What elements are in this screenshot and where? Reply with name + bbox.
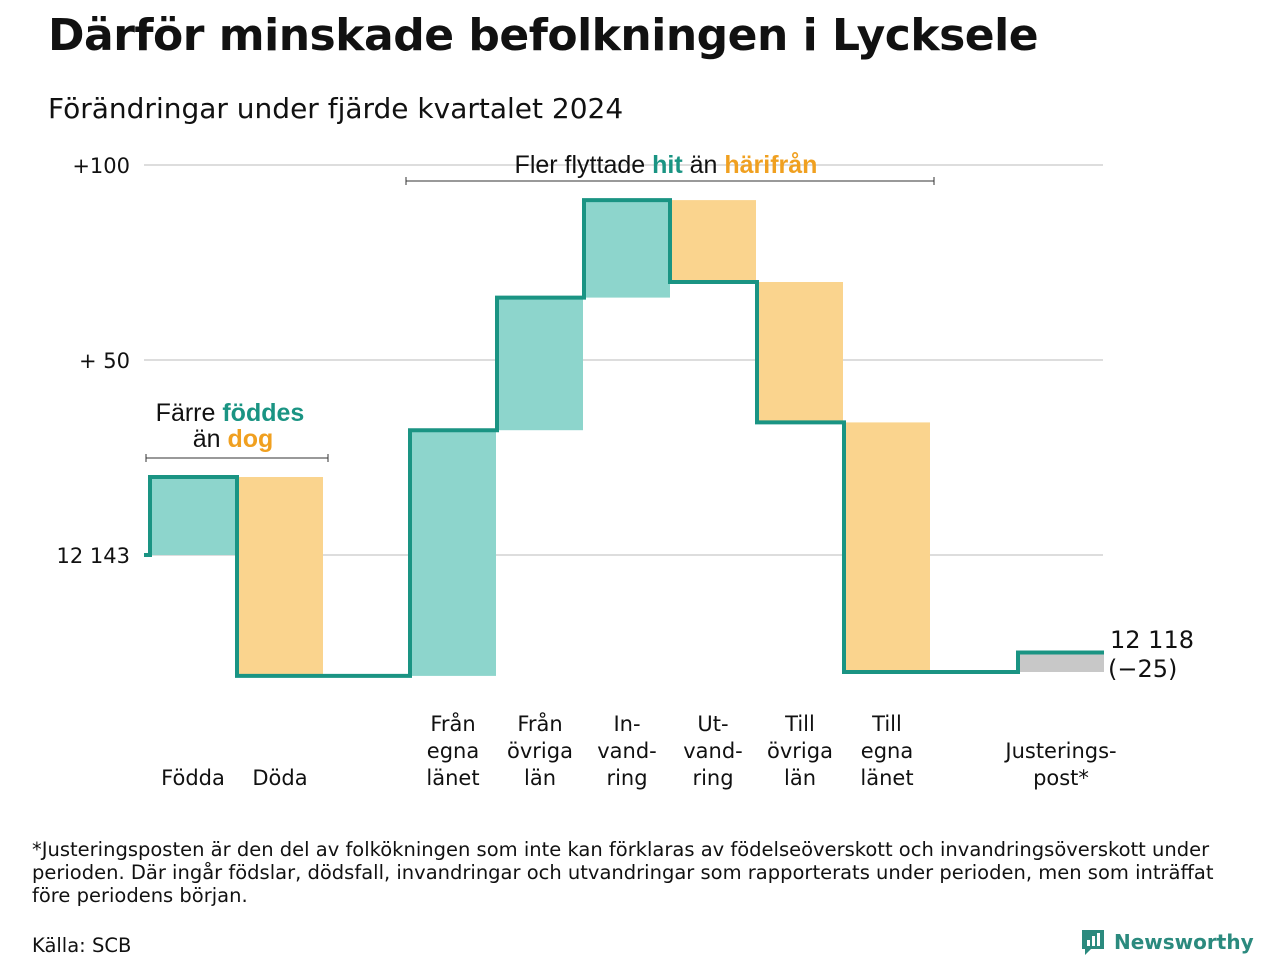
bar-5 bbox=[670, 200, 756, 282]
y-tick-label-0: +100 bbox=[72, 154, 130, 178]
cumulative-step-line bbox=[144, 198, 1104, 678]
annotations: Färre föddes än dog Fler flyttade hit än… bbox=[145, 151, 935, 462]
moves-annotation-harifran: härifrån bbox=[724, 151, 817, 179]
category-label-7: Till egna länet bbox=[860, 712, 913, 790]
deaths-annotation-highlight: dog bbox=[227, 425, 273, 453]
end-value-label: 12 118 bbox=[1110, 626, 1194, 654]
bar-8 bbox=[1018, 652, 1104, 672]
births-annotation-highlight: föddes bbox=[222, 399, 304, 427]
bar-3 bbox=[497, 297, 583, 431]
footnote: *Justeringsposten är den del av folkökni… bbox=[32, 838, 1214, 907]
births-annotation-line1: Färre föddes bbox=[156, 399, 305, 427]
births-annotation-line2: än dog bbox=[193, 425, 274, 453]
end-label: 12 118 (−25) bbox=[1108, 626, 1194, 683]
moves-annotation: Fler flyttade hit än härifrån bbox=[515, 151, 818, 179]
y-tick-label-1: + 50 bbox=[79, 349, 130, 373]
cumulative-line bbox=[144, 198, 1104, 678]
brand: Newsworthy bbox=[1080, 928, 1254, 956]
bar-0 bbox=[150, 477, 236, 555]
category-label-2: Från egna länet bbox=[426, 711, 479, 790]
bar-2 bbox=[410, 430, 496, 676]
category-label-8: Justerings-post* bbox=[1003, 739, 1116, 790]
category-label-4: In-vand-ring bbox=[597, 712, 657, 790]
category-label-3: Från övriga län bbox=[507, 711, 573, 790]
category-label-6: Till övriga län bbox=[767, 712, 833, 790]
moves-annotation-hit: hit bbox=[652, 151, 683, 179]
category-label-1: Döda bbox=[252, 766, 307, 790]
bars bbox=[150, 200, 1104, 676]
category-label-5: Ut-vand-ring bbox=[683, 712, 743, 790]
category-label-0: Födda bbox=[161, 766, 225, 790]
y-axis-ticks: +100 + 50 12 143 bbox=[57, 154, 130, 568]
source-label: Källa: SCB bbox=[32, 934, 132, 957]
bar-7 bbox=[844, 422, 930, 672]
chart-subtitle: Förändringar under fjärde kvartalet 2024 bbox=[48, 92, 624, 125]
waterfall-chart: +100 + 50 12 143 Färre föddes än dog Fler … bbox=[57, 151, 1194, 790]
newsworthy-logo-icon bbox=[1082, 930, 1104, 955]
brand-name: Newsworthy bbox=[1114, 930, 1254, 954]
y-tick-label-2: 12 143 bbox=[57, 544, 130, 568]
end-change-label: (−25) bbox=[1108, 655, 1177, 683]
bar-6 bbox=[757, 282, 843, 423]
bar-1 bbox=[237, 477, 323, 676]
chart-title: Därför minskade befolkningen i Lycksele bbox=[48, 10, 1039, 61]
bar-4 bbox=[584, 200, 670, 298]
category-labels: Födda Döda Från egna länet Från övriga län In-va… bbox=[161, 711, 1116, 790]
